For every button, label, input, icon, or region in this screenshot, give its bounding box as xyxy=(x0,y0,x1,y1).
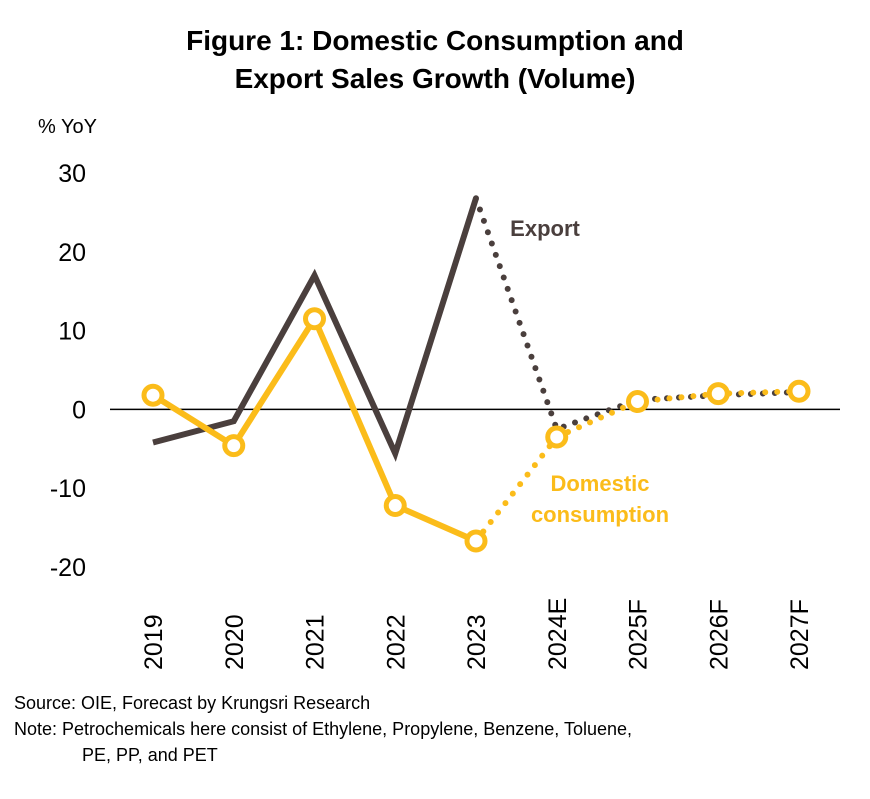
y-tick-label: 0 xyxy=(72,396,86,424)
x-tick-label: 2025F xyxy=(625,599,653,670)
source-note: Source: OIE, Forecast by Krungsri Resear… xyxy=(14,693,371,713)
chart-title: Figure 1: Domestic Consumption and Expor… xyxy=(0,22,870,98)
y-axis-label: % YoY xyxy=(38,116,97,138)
series-point-1-7 xyxy=(706,382,730,406)
series-point-1-5 xyxy=(545,425,569,449)
x-tick-label: 2021 xyxy=(302,614,330,670)
note-line-1: Note: Petrochemicals here consist of Eth… xyxy=(14,719,633,739)
x-tick-label: 2023 xyxy=(463,614,491,670)
series-point-1-4 xyxy=(464,529,488,553)
x-tick-label: 2019 xyxy=(140,614,168,670)
chart-footnotes: Source: OIE, Forecast by Krungsri Resear… xyxy=(14,690,632,768)
series-point-1-2 xyxy=(303,307,326,331)
line-chart: % YoY 30 20 10 0 -10 -20 2019 2020 2021 2022 2023 20… xyxy=(38,116,840,670)
y-tick-label: 30 xyxy=(58,160,86,188)
x-tick-label: 2022 xyxy=(382,614,410,670)
chart-title-line-1: Figure 1: Domestic Consumption and xyxy=(186,25,684,56)
note-line-2: PE, PP, and PET xyxy=(82,745,218,765)
series-point-1-0 xyxy=(141,383,165,407)
y-tick-label: 20 xyxy=(58,239,86,267)
series-point-1-6 xyxy=(626,390,649,414)
series-annotation-label: Export xyxy=(510,216,580,241)
series-annotation-label: consumption xyxy=(531,502,669,527)
series-point-1-3 xyxy=(383,494,407,518)
x-tick-label: 2020 xyxy=(221,614,249,670)
x-tick-label: 2024E xyxy=(544,598,572,670)
y-tick-label: 10 xyxy=(58,318,86,346)
series-point-1-1 xyxy=(222,434,246,458)
series-point-1-8 xyxy=(787,379,811,403)
series-annotation-label: Domestic xyxy=(550,471,649,496)
y-tick-label: -20 xyxy=(50,554,86,582)
x-tick-label: 2027F xyxy=(786,599,814,670)
x-tick-label: 2026F xyxy=(705,599,733,670)
y-tick-label: -10 xyxy=(50,475,86,503)
chart-title-line-2: Export Sales Growth (Volume) xyxy=(234,63,636,94)
